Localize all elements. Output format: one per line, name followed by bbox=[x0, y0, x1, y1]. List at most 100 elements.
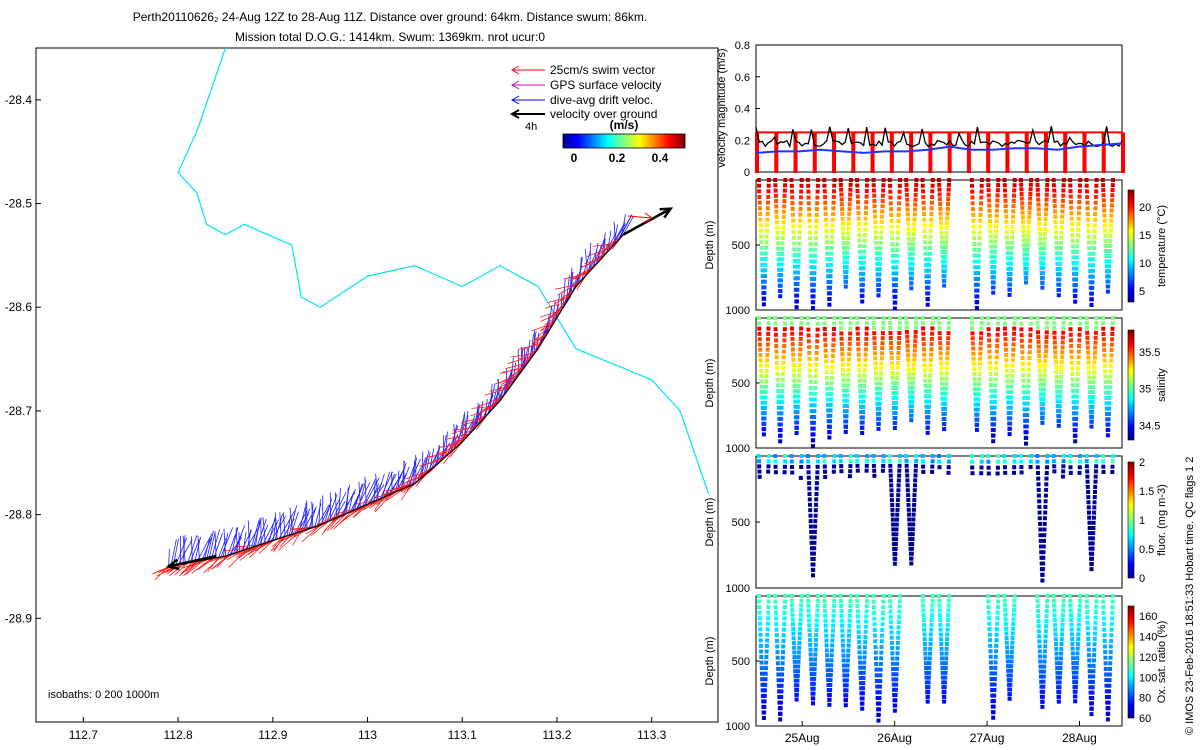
profile-point bbox=[811, 696, 816, 701]
profile-point bbox=[758, 363, 763, 368]
profile-point bbox=[1059, 369, 1064, 374]
swim-ref-arrow-head bbox=[644, 212, 653, 224]
profile-point bbox=[1071, 665, 1076, 670]
profile-point bbox=[783, 594, 788, 598]
profile-point bbox=[1060, 618, 1065, 622]
profile-point bbox=[877, 696, 882, 700]
profile-point bbox=[1042, 382, 1047, 387]
profile-point bbox=[1093, 474, 1098, 479]
profile-point bbox=[872, 346, 877, 351]
profile-point bbox=[1008, 405, 1013, 410]
profile-point bbox=[995, 621, 1000, 626]
profile-point bbox=[944, 376, 949, 381]
profile-point bbox=[978, 351, 983, 356]
profile-point bbox=[1103, 385, 1108, 390]
profile-point bbox=[1043, 354, 1048, 359]
profile-point bbox=[824, 633, 829, 638]
profile-point bbox=[798, 352, 803, 357]
profile-point bbox=[1044, 619, 1049, 624]
profile-point bbox=[937, 326, 942, 331]
profile-point bbox=[793, 669, 798, 674]
profile-point bbox=[762, 421, 767, 426]
profile-point bbox=[1042, 521, 1047, 526]
profile-point bbox=[862, 233, 867, 238]
profile-point bbox=[923, 656, 928, 661]
profile-point bbox=[1090, 291, 1094, 296]
profile-point bbox=[775, 360, 779, 365]
profile-point bbox=[860, 425, 865, 430]
profile-point bbox=[799, 608, 803, 613]
profile-point bbox=[1057, 690, 1062, 694]
profile-point bbox=[889, 218, 894, 223]
profile-point bbox=[945, 351, 950, 356]
profile-point bbox=[1038, 251, 1043, 256]
profile-point bbox=[794, 425, 799, 430]
profile-point bbox=[1102, 364, 1107, 368]
profile-point bbox=[1078, 594, 1083, 598]
profile-point bbox=[1069, 338, 1073, 343]
profile-point bbox=[973, 259, 977, 264]
profile-point bbox=[939, 651, 944, 656]
profile-point bbox=[1021, 224, 1026, 229]
profile-point bbox=[923, 389, 928, 394]
profile-point bbox=[1070, 366, 1075, 371]
profile-point bbox=[973, 271, 978, 276]
profile-point bbox=[815, 459, 820, 464]
profile-point bbox=[1020, 201, 1025, 206]
profile-point bbox=[848, 469, 853, 474]
profile-point bbox=[822, 603, 827, 608]
profile-point bbox=[1040, 567, 1045, 572]
profile-y-tick-label: 1000 bbox=[726, 443, 750, 455]
profile-point bbox=[988, 649, 993, 654]
profile-point bbox=[874, 386, 879, 391]
profile-point bbox=[811, 567, 816, 572]
drift-vector bbox=[274, 513, 283, 540]
profile-point bbox=[808, 368, 812, 373]
profile-point bbox=[1040, 416, 1045, 421]
profile-point bbox=[976, 387, 981, 392]
profile-point bbox=[815, 464, 820, 469]
profile-point bbox=[782, 610, 787, 615]
profile-point bbox=[806, 603, 811, 608]
profile-point bbox=[862, 378, 867, 383]
drift-vector bbox=[304, 503, 307, 531]
profile-point bbox=[856, 635, 861, 639]
profile-point bbox=[790, 336, 795, 341]
profile-point bbox=[798, 626, 803, 631]
profile-point bbox=[893, 283, 898, 288]
profile-point bbox=[938, 211, 943, 216]
profile-point bbox=[795, 678, 800, 683]
drift-vector bbox=[220, 527, 234, 558]
profile-point bbox=[1029, 454, 1034, 458]
profile-point bbox=[1111, 316, 1115, 320]
profile-point bbox=[764, 374, 769, 379]
profile-point bbox=[1009, 400, 1013, 405]
profile-point bbox=[1052, 613, 1057, 618]
profile-point bbox=[943, 259, 948, 264]
profile-point bbox=[1089, 303, 1094, 307]
profile-point bbox=[1108, 650, 1113, 655]
profile-point bbox=[859, 681, 863, 686]
profile-point bbox=[944, 646, 949, 651]
profile-point bbox=[1107, 390, 1112, 395]
profile-point bbox=[1087, 251, 1092, 256]
drift-vector bbox=[477, 402, 479, 426]
profile-point bbox=[808, 647, 813, 652]
profile-point bbox=[816, 178, 821, 182]
profile-point bbox=[1035, 187, 1040, 192]
profile-point bbox=[828, 688, 833, 692]
profile-colorbar-label: Ox. sat. ratio (%) bbox=[1156, 621, 1168, 704]
profile-point bbox=[940, 666, 945, 670]
profile-point bbox=[831, 332, 836, 337]
profile-point bbox=[928, 234, 933, 239]
profile-point bbox=[973, 387, 977, 392]
profile-point bbox=[790, 612, 795, 617]
profile-point bbox=[861, 681, 866, 686]
profile-point bbox=[773, 599, 778, 604]
profile-point bbox=[862, 255, 866, 260]
drift-vector bbox=[612, 224, 619, 246]
profile-point bbox=[1084, 316, 1089, 320]
profile-point bbox=[1077, 613, 1082, 618]
profile-point bbox=[1090, 685, 1095, 690]
profile-point bbox=[1093, 212, 1098, 217]
